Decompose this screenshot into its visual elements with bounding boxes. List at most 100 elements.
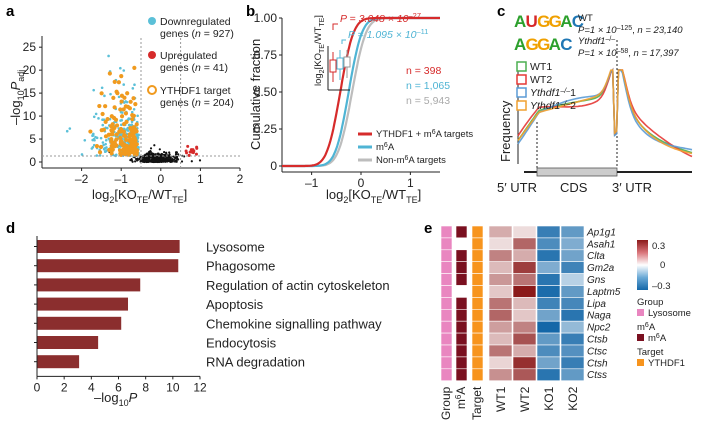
point-downregulated	[126, 129, 130, 132]
point-downregulated	[123, 101, 126, 104]
heatmap-cell	[512, 237, 537, 251]
legend-label-ko2: Ythdf1–/–2	[530, 100, 576, 112]
point-ythdf1-target	[117, 148, 123, 153]
point-upregulated	[186, 144, 190, 148]
panel-d-x-tick-label: 10	[166, 380, 180, 394]
panel-a-x-tick-label: 1	[197, 172, 204, 186]
point-ythdf1-target	[130, 113, 135, 118]
point-downregulated	[103, 94, 106, 98]
bar-chemokine-signalling-pathway	[37, 316, 122, 330]
point-ythdf1-target	[110, 122, 115, 127]
point-background	[131, 160, 134, 163]
heatmap-cell	[536, 285, 561, 298]
panel-d-x-tick-label: 0	[34, 380, 41, 394]
point-ythdf1-target	[128, 99, 133, 104]
inset-box-blue	[336, 57, 344, 70]
point-background	[170, 158, 173, 161]
point-ythdf1-target	[112, 105, 117, 110]
point-ythdf1-target	[114, 132, 119, 137]
annotation-group-cell	[440, 332, 453, 346]
annotation-group-cell	[440, 225, 453, 239]
heatmap-cell	[488, 261, 513, 274]
motif-wt-label: WT	[578, 13, 593, 24]
heatmap-cells	[440, 225, 585, 381]
point-background	[164, 153, 167, 156]
annotation-group-cell	[440, 237, 453, 251]
point-ythdf1-target	[114, 89, 119, 94]
point-background	[153, 144, 156, 147]
heatmap-cell	[536, 249, 561, 263]
region-label-cds: CDS	[560, 180, 588, 195]
point-downregulated	[103, 147, 106, 150]
panel-c-metagene: A U GGA C A GGA C WT P=1 × 10–125, n = 23,140…	[497, 12, 693, 195]
annotation-m6a-cell	[455, 261, 468, 274]
point-background	[159, 155, 163, 158]
point-background	[129, 159, 132, 162]
heatmap-cell	[560, 356, 585, 370]
point-ythdf1-target	[118, 135, 123, 141]
panel-a-y-tick-label: 0	[29, 155, 36, 169]
point-downregulated	[92, 137, 96, 141]
motif-letter: G	[537, 35, 550, 54]
legend-group-swatch	[637, 309, 644, 316]
panel-b-x-tick-label: 1	[407, 176, 414, 190]
legend-marker-up	[148, 51, 156, 59]
point-ythdf1-target	[124, 137, 129, 142]
point-background	[151, 156, 154, 159]
bar-endocytosis	[37, 336, 99, 349]
motif-logo-wt: A U GGA C	[514, 12, 584, 31]
point-background	[154, 156, 157, 160]
motif-letter: A	[514, 35, 526, 54]
point-downregulated	[103, 150, 107, 154]
point-downregulated	[119, 66, 122, 70]
point-downregulated	[131, 87, 135, 90]
point-downregulated	[104, 142, 107, 146]
legend-label-ko1: Ythdf1–/–1	[530, 87, 576, 99]
legend-label-wt1: WT1	[530, 61, 552, 73]
point-background	[134, 160, 137, 163]
row-label-ctsc: Ctsc	[587, 346, 607, 357]
point-downregulated	[94, 135, 97, 139]
point-downregulated	[101, 123, 105, 127]
point-upregulated	[195, 146, 199, 150]
motif-letter: C	[572, 12, 584, 31]
panel-b-y-tick-label: 1.00	[254, 11, 278, 25]
point-ythdf1-target	[97, 150, 103, 155]
metagene-line-4	[517, 69, 693, 155]
point-downregulated	[97, 117, 100, 120]
cdf-line-ythdf1-m6a-targets	[282, 16, 440, 168]
panel-a-y-tick-label: 25	[23, 40, 37, 54]
legend-box-wt2	[516, 74, 527, 85]
scale-label-mid: 0	[660, 260, 665, 271]
heatmap-cell	[560, 368, 585, 381]
panel-a-x-tick-label: –2	[75, 172, 89, 186]
point-ythdf1-target	[127, 138, 132, 143]
point-downregulated	[99, 136, 103, 140]
point-downregulated	[122, 127, 126, 131]
point-background	[149, 147, 153, 150]
annotation-target-cell	[471, 344, 484, 358]
row-label-ap1g1: Ap1g1	[586, 227, 616, 238]
motif-letter: A	[549, 35, 561, 54]
panel-label-a: a	[6, 3, 15, 20]
panel-a-volcano: 0 5 10 15 20 25 –2 –1 0 1 2 log2[KOTE/WTTE] –log10…	[8, 16, 244, 205]
point-downregulated	[91, 134, 95, 137]
category-label-rna-degradation: RNA degradation	[206, 355, 305, 370]
point-background	[152, 152, 155, 156]
point-ythdf1-target	[130, 141, 135, 146]
heatmap-cell	[512, 285, 537, 298]
point-background	[139, 155, 142, 159]
point-ythdf1-target	[106, 132, 111, 137]
point-ythdf1-target	[132, 130, 137, 135]
point-upregulated	[194, 152, 198, 156]
point-ythdf1-target	[123, 111, 129, 116]
annotation-target-cell	[471, 368, 484, 381]
point-background	[136, 158, 139, 162]
annotation-m6a-cell	[455, 332, 468, 346]
region-label-5utr: 5′ UTR	[497, 180, 537, 195]
heatmap-cell	[536, 308, 561, 322]
bar-regulation-of-actin-cytoskeleton	[37, 278, 141, 292]
column-label-ko2: KO2	[566, 386, 580, 410]
legend-label-up-1: Upregulated	[160, 50, 217, 62]
annotation-group-cell	[440, 285, 453, 298]
